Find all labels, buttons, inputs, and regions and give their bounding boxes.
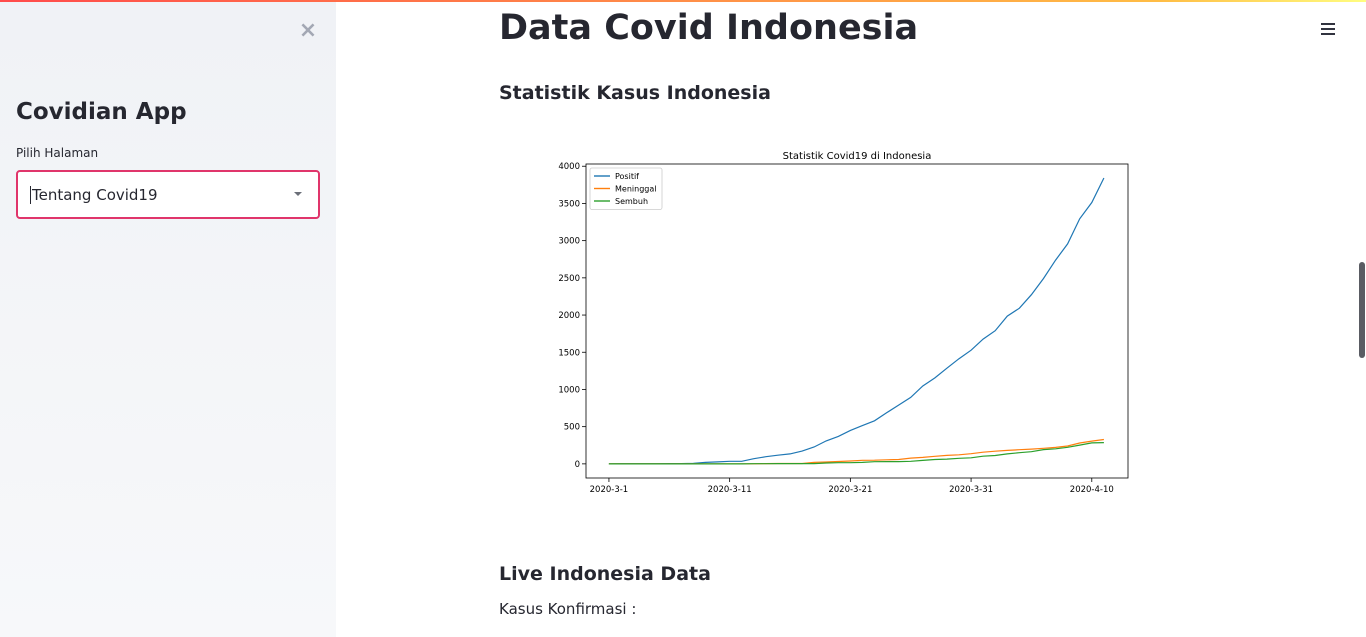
plot-area — [585, 163, 1129, 479]
confirmed-cases-label: Kasus Konfirmasi : — [499, 600, 637, 618]
section-title-stats: Statistik Kasus Indonesia — [499, 82, 771, 104]
y-tick-label: 0 — [575, 460, 580, 470]
page-select-value: Tentang Covid19 — [30, 185, 158, 204]
hamburger-menu-icon[interactable] — [1321, 20, 1339, 38]
x-tick-label: 2020-3-31 — [949, 485, 993, 495]
section-title-live: Live Indonesia Data — [499, 563, 711, 585]
chart-title: Statistik Covid19 di Indonesia — [783, 151, 932, 162]
legend-label: Positif — [615, 172, 639, 181]
series-line-sembuh — [608, 442, 1104, 465]
select-label: Pilih Halaman — [16, 146, 99, 160]
y-tick-label: 2500 — [558, 274, 580, 284]
legend-box — [589, 167, 663, 210]
page-title: Data Covid Indonesia — [499, 8, 919, 48]
x-tick-label: 2020-3-11 — [708, 485, 752, 495]
chevron-down-icon[interactable] — [294, 192, 302, 196]
scrollbar-thumb[interactable] — [1359, 262, 1365, 358]
y-tick-label: 2000 — [558, 311, 580, 321]
x-tick-label: 2020-3-21 — [828, 485, 872, 495]
y-tick-label: 1000 — [558, 385, 580, 395]
sidebar-title: Covidian App — [16, 99, 187, 125]
top-decoration-bar — [0, 0, 1366, 2]
y-tick-label: 3000 — [558, 237, 580, 247]
legend-label: Meninggal — [615, 185, 656, 194]
y-tick-label: 3500 — [558, 199, 580, 209]
x-tick-label: 2020-3-1 — [590, 485, 629, 495]
y-tick-label: 1500 — [558, 348, 580, 358]
y-tick-label: 500 — [564, 423, 580, 433]
covid-chart: Statistik Covid19 di Indonesia 0 500 1000 15… — [544, 140, 1144, 500]
y-tick-label: 4000 — [558, 162, 580, 172]
legend-label: Sembuh — [615, 197, 648, 206]
close-icon[interactable]: × — [298, 17, 318, 43]
chart-svg: Statistik Covid19 di Indonesia 0 500 1000 15… — [558, 151, 1129, 495]
sidebar: × Covidian App Pilih Halaman Tentang Cov… — [0, 2, 336, 637]
x-tick-label: 2020-4-10 — [1070, 485, 1114, 495]
page-select[interactable]: Tentang Covid19 — [16, 170, 320, 219]
